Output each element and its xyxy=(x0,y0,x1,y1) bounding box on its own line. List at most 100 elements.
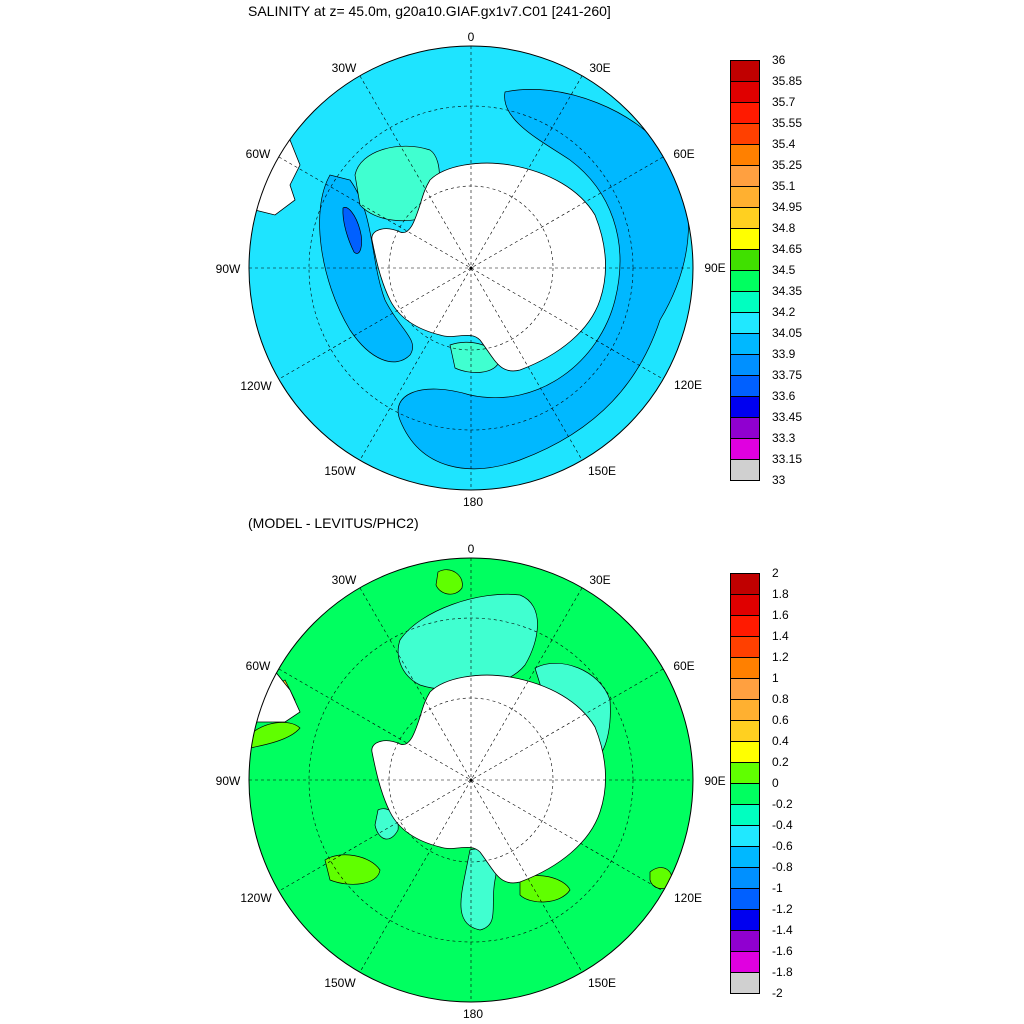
lon-label-150w: 150W xyxy=(324,464,356,478)
colorbar-swatch xyxy=(730,333,760,355)
colorbar-swatch xyxy=(730,144,760,166)
colorbar-swatch xyxy=(730,417,760,439)
colorbar-swatch xyxy=(730,615,760,637)
colorbar-swatch xyxy=(730,81,760,103)
colorbar-label: -1.2 xyxy=(772,902,793,916)
colorbar-swatch xyxy=(730,720,760,742)
lon-label-60w: 60W xyxy=(245,147,271,161)
colorbar-label: 33.3 xyxy=(772,431,796,445)
colorbar-label: -1.4 xyxy=(772,923,793,937)
colorbar-label: -1.6 xyxy=(772,944,793,958)
colorbar-label: 1.8 xyxy=(772,587,789,601)
colorbar-label: 0.4 xyxy=(772,734,789,748)
colorbar-label: 35.85 xyxy=(772,74,803,88)
colorbar-swatch xyxy=(730,804,760,826)
colorbar-label: -0.6 xyxy=(772,839,793,853)
colorbar-label: 33.45 xyxy=(772,410,803,424)
lon-label-90e: 90E xyxy=(704,261,726,275)
colorbar-label: 35.1 xyxy=(772,179,796,193)
colorbar-swatch xyxy=(730,186,760,208)
colorbar-swatch xyxy=(730,228,760,250)
colorbar-swatch xyxy=(730,165,760,187)
colorbar-label: 2 xyxy=(772,566,779,580)
bottom-map-title: (MODEL - LEVITUS/PHC2) xyxy=(248,515,419,531)
colorbar-label: 0 xyxy=(772,776,779,790)
colorbar-label: 33 xyxy=(772,473,786,487)
colorbar-label: 33.75 xyxy=(772,368,803,382)
lon-label-90w: 90W xyxy=(215,262,241,276)
lon-label-180: 180 xyxy=(462,495,484,509)
difference-positive-1 xyxy=(324,854,381,885)
colorbar-label: 33.9 xyxy=(772,347,796,361)
colorbar-swatch xyxy=(730,888,760,910)
lon-label-30w: 30W xyxy=(331,573,357,587)
colorbar-label: 35.4 xyxy=(772,137,796,151)
colorbar-label: 0.8 xyxy=(772,692,789,706)
lon-label-150w: 150W xyxy=(324,976,356,990)
lon-label-120w: 120W xyxy=(240,379,272,393)
colorbar-swatch xyxy=(730,60,760,82)
difference-map xyxy=(248,557,694,1003)
salinity-low-peninsula xyxy=(342,207,362,254)
lon-label-60e: 60E xyxy=(673,659,695,673)
colorbar-swatch xyxy=(730,678,760,700)
colorbar-swatch xyxy=(730,291,760,313)
colorbar-swatch xyxy=(730,657,760,679)
colorbar-label: 33.6 xyxy=(772,389,796,403)
lon-label-30e: 30E xyxy=(589,573,611,587)
salinity-colorbar: 36 35.85 35.7 35.55 35.4 35.25 35.1 34.95 34.8 34… xyxy=(730,53,802,487)
colorbar-swatch xyxy=(730,354,760,376)
colorbar-swatch xyxy=(730,867,760,889)
colorbar-swatch xyxy=(730,438,760,460)
colorbar-swatch xyxy=(730,762,760,784)
colorbar-label: -0.2 xyxy=(772,797,793,811)
colorbar-label: 1.6 xyxy=(772,608,789,622)
lon-label-150e: 150E xyxy=(587,976,617,990)
colorbar-swatch xyxy=(730,123,760,145)
colorbar-swatch xyxy=(730,270,760,292)
lon-label-120w: 120W xyxy=(240,891,272,905)
colorbar-swatch xyxy=(730,909,760,931)
colorbar-label: 34.8 xyxy=(772,221,796,235)
colorbar-swatch xyxy=(730,783,760,805)
colorbar-label: 35.55 xyxy=(772,116,803,130)
salinity-band-west xyxy=(319,174,413,363)
colorbar-label: -0.4 xyxy=(772,818,793,832)
colorbar-label: 0.2 xyxy=(772,755,789,769)
lon-label-90e: 90E xyxy=(704,774,726,788)
colorbar-label: 1.4 xyxy=(772,629,789,643)
lon-label-60e: 60E xyxy=(673,147,695,161)
colorbar-swatch xyxy=(730,396,760,418)
lon-label-90w: 90W xyxy=(215,774,241,788)
lon-label-0: 0 xyxy=(467,30,475,44)
colorbar-label: -1.8 xyxy=(772,965,793,979)
antarctica-top xyxy=(371,162,606,372)
colorbar-label: -2 xyxy=(772,986,783,1000)
colorbar-swatch xyxy=(730,636,760,658)
colorbar-swatch xyxy=(730,459,760,481)
colorbar-swatch xyxy=(730,102,760,124)
colorbar-swatch xyxy=(730,846,760,868)
colorbar-label: 33.15 xyxy=(772,452,803,466)
difference-positive-2 xyxy=(435,569,463,595)
lon-label-180: 180 xyxy=(462,1007,484,1021)
lon-label-150e: 150E xyxy=(587,464,617,478)
lon-label-120e: 120E xyxy=(673,378,703,392)
colorbar-swatch xyxy=(730,375,760,397)
colorbar-swatch xyxy=(730,312,760,334)
colorbar-swatch xyxy=(730,825,760,847)
lon-label-30e: 30E xyxy=(589,61,611,75)
colorbar-swatch xyxy=(730,249,760,271)
colorbar-label: 36 xyxy=(772,53,786,67)
lon-label-120e: 120E xyxy=(673,891,703,905)
difference-positive-5 xyxy=(249,722,301,749)
colorbar-label: 1 xyxy=(772,671,779,685)
lon-label-60w: 60W xyxy=(245,659,271,673)
colorbar-swatch xyxy=(730,699,760,721)
colorbar-label: 35.25 xyxy=(772,158,803,172)
difference-colorbar: 2 1.8 1.6 1.4 1.2 1 0.8 0.6 0.4 0.2 0 -0.2 -0.4 -0.6 -… xyxy=(730,566,793,1000)
colorbar-label: -1 xyxy=(772,881,783,895)
colorbar-label: 34.05 xyxy=(772,326,803,340)
colorbar-label: 34.65 xyxy=(772,242,803,256)
